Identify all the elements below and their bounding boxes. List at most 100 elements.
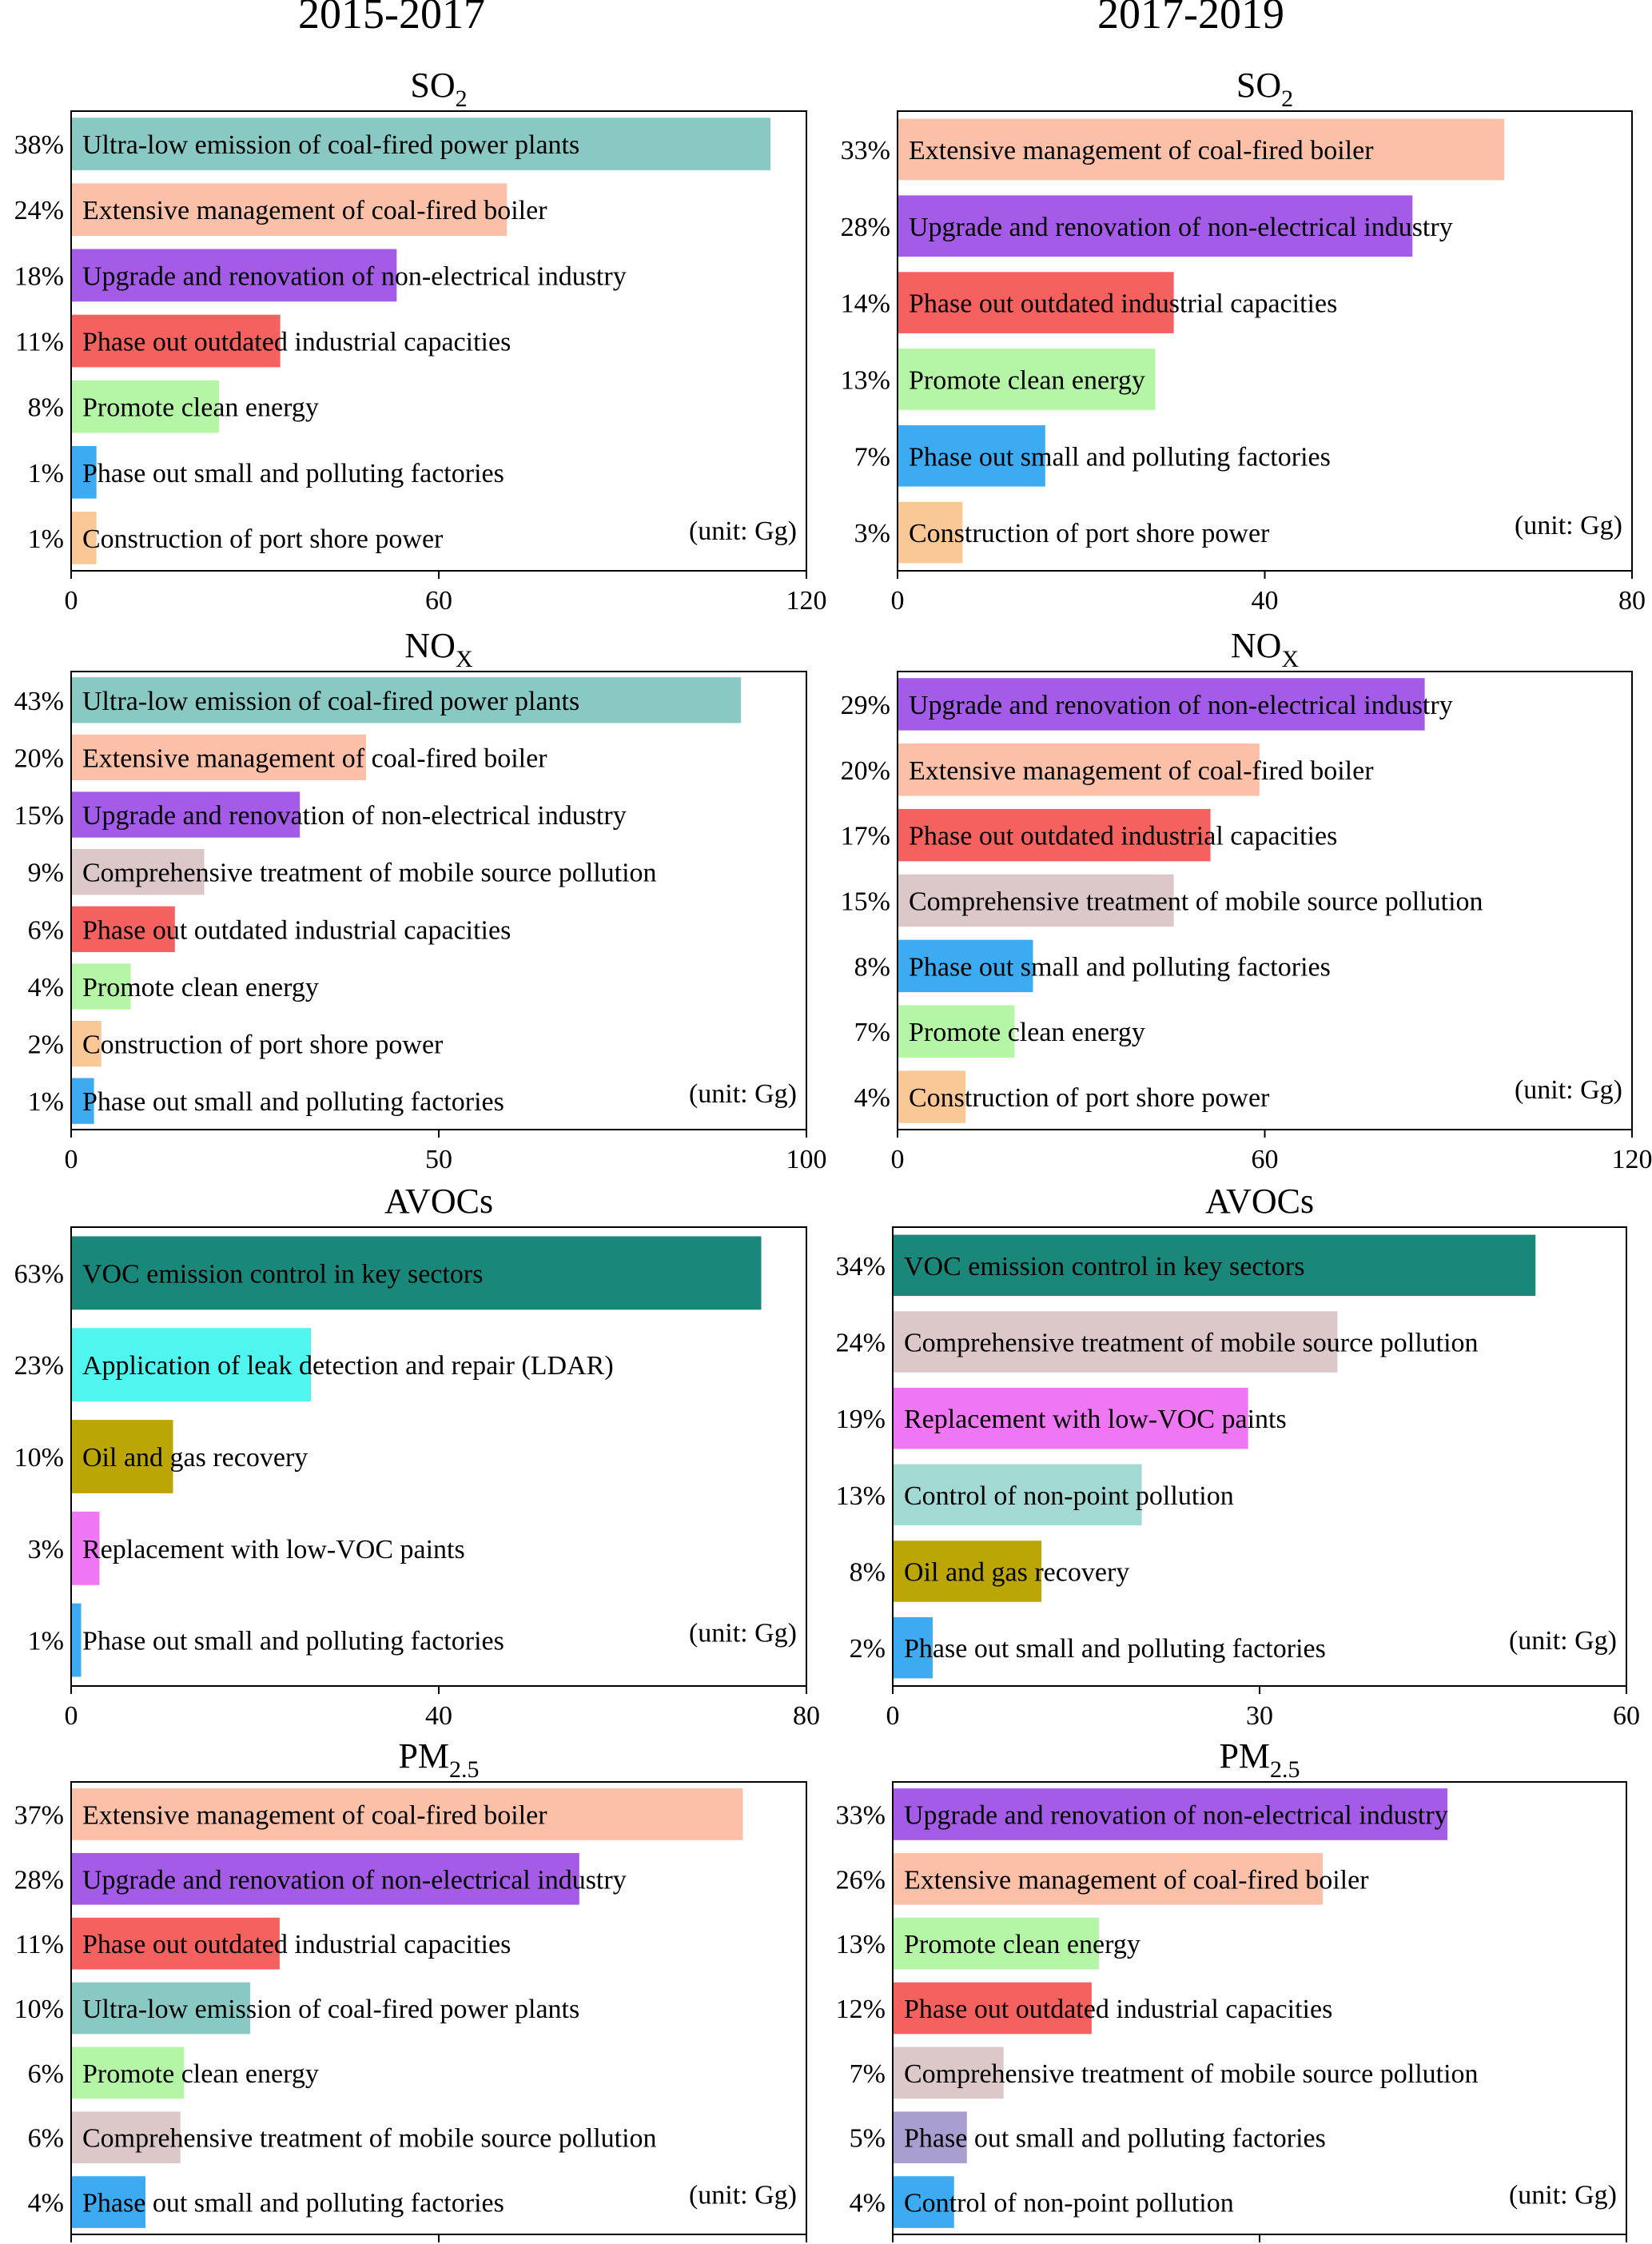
percent-label: 12% — [836, 1995, 886, 2024]
bar-label: Phase out small and polluting factories — [904, 1634, 1326, 1664]
unit-label: (unit: Gg) — [689, 1079, 797, 1109]
bar — [898, 678, 1425, 731]
percent-label: 19% — [836, 1405, 886, 1434]
bar-label: Construction of port shore power — [909, 519, 1270, 548]
bar — [894, 1311, 1338, 1373]
x-tick-label: 100 — [786, 1145, 827, 1174]
bar-label: Application of leak detection and repair… — [82, 1351, 614, 1381]
bar — [894, 1852, 1324, 1905]
x-tick-label: 0 — [65, 1701, 78, 1731]
bar-label: Replacement with low-VOC paints — [82, 1535, 465, 1564]
bar — [72, 2047, 185, 2099]
bar-label: Phase out outdated industrial capacities — [82, 328, 511, 357]
bar-label: Extensive management of coal-fired boile… — [909, 756, 1374, 786]
bar — [894, 1234, 1536, 1297]
percent-label: 4% — [28, 973, 64, 1002]
x-tick-label: 0 — [891, 1145, 905, 1174]
chart-title: NOX — [1231, 626, 1300, 672]
percent-label: 11% — [15, 328, 64, 357]
percent-label: 28% — [841, 213, 890, 242]
bar-label: Comprehensive treatment of mobile source… — [82, 859, 657, 888]
percent-label: 13% — [836, 1481, 886, 1511]
unit-label: (unit: Gg) — [689, 2181, 797, 2210]
bar — [898, 195, 1413, 257]
bar-label: Phase out outdated industrial capacities — [82, 915, 511, 945]
bar — [72, 1078, 94, 1124]
chart-title: PM2.5 — [1219, 1736, 1300, 1783]
percent-label: 15% — [14, 801, 64, 831]
bar — [72, 734, 366, 781]
bar-label: Comprehensive treatment of mobile source… — [909, 887, 1483, 917]
percent-label: 24% — [836, 1329, 886, 1358]
bar — [72, 1511, 100, 1585]
bar — [898, 1070, 966, 1123]
bar-label: Promote clean energy — [82, 2059, 319, 2089]
bar — [894, 1917, 1100, 1970]
bar — [894, 1541, 1042, 1602]
bar — [72, 1236, 762, 1310]
bar — [894, 1464, 1142, 1526]
bar-label: Phase out outdated industrial capacities — [82, 1930, 511, 1959]
percent-label: 2% — [28, 1030, 64, 1060]
bar-label: Extensive management of coal-fired boile… — [909, 136, 1374, 165]
bar — [72, 963, 131, 1010]
percent-label: 23% — [14, 1351, 64, 1381]
percent-label: 63% — [14, 1259, 64, 1289]
percent-label: 37% — [14, 1800, 64, 1830]
percent-label: 1% — [28, 1087, 64, 1117]
bar — [72, 1420, 173, 1493]
percent-label: 6% — [28, 2059, 64, 2089]
x-tick-label: 60 — [425, 586, 452, 616]
unit-label: (unit: Gg) — [1515, 1075, 1622, 1105]
bar-label: Oil and gas recovery — [82, 1443, 308, 1473]
unit-label: (unit: Gg) — [689, 1619, 797, 1648]
bar-label: Promote clean energy — [82, 973, 319, 1002]
bar-label: Phase out outdated industrial capacities — [904, 1995, 1332, 2024]
x-tick-label: 40 — [1252, 586, 1279, 616]
bar — [898, 272, 1174, 333]
bar — [72, 1917, 280, 1970]
bar — [894, 1616, 933, 1679]
bar-label: Construction of port shore power — [82, 524, 444, 554]
chart-title: AVOCs — [384, 1182, 493, 1221]
percent-label: 26% — [836, 1865, 886, 1895]
bar — [72, 1603, 82, 1677]
bar-label: Comprehensive treatment of mobile source… — [82, 2124, 657, 2154]
bar-label: Promote clean energy — [82, 393, 319, 423]
unit-label: (unit: Gg) — [1509, 1626, 1617, 1656]
x-tick-label: 60 — [1613, 1701, 1640, 1731]
percent-label: 33% — [836, 1800, 886, 1830]
bar-label: Phase out small and polluting factories — [82, 459, 504, 488]
bar — [72, 118, 770, 170]
unit-label: (unit: Gg) — [1509, 2181, 1617, 2210]
chart-title: SO2 — [410, 66, 467, 112]
percent-label: 8% — [854, 952, 890, 982]
x-tick-label: 0 — [886, 1701, 900, 1731]
bar — [72, 2176, 145, 2228]
percent-label: 11% — [15, 1930, 64, 1959]
bar — [894, 2176, 954, 2228]
bar — [72, 849, 205, 895]
percent-label: 6% — [28, 2124, 64, 2154]
x-tick-label: 50 — [425, 1145, 452, 1174]
bar — [898, 743, 1260, 796]
chart-title: SO2 — [1236, 66, 1293, 112]
bar-label: Oil and gas recovery — [904, 1558, 1129, 1588]
percent-label: 9% — [28, 859, 64, 888]
percent-label: 2% — [850, 1634, 886, 1664]
bar — [898, 424, 1045, 487]
percent-label: 7% — [854, 442, 890, 472]
bar — [898, 808, 1211, 862]
bar-label: Promote clean energy — [904, 1930, 1140, 1959]
percent-label: 3% — [854, 519, 890, 548]
percent-label: 17% — [841, 822, 890, 851]
bar — [72, 512, 97, 564]
percent-label: 8% — [850, 1558, 886, 1588]
bar-label: Construction of port shore power — [82, 1030, 444, 1060]
bar-label: Replacement with low-VOC paints — [904, 1405, 1287, 1434]
bar — [72, 677, 742, 723]
bar-label: Ultra-low emission of coal-fired power p… — [82, 687, 579, 716]
bar — [72, 1328, 311, 1402]
x-tick-label: 120 — [1612, 1145, 1652, 1174]
bar — [72, 445, 97, 499]
